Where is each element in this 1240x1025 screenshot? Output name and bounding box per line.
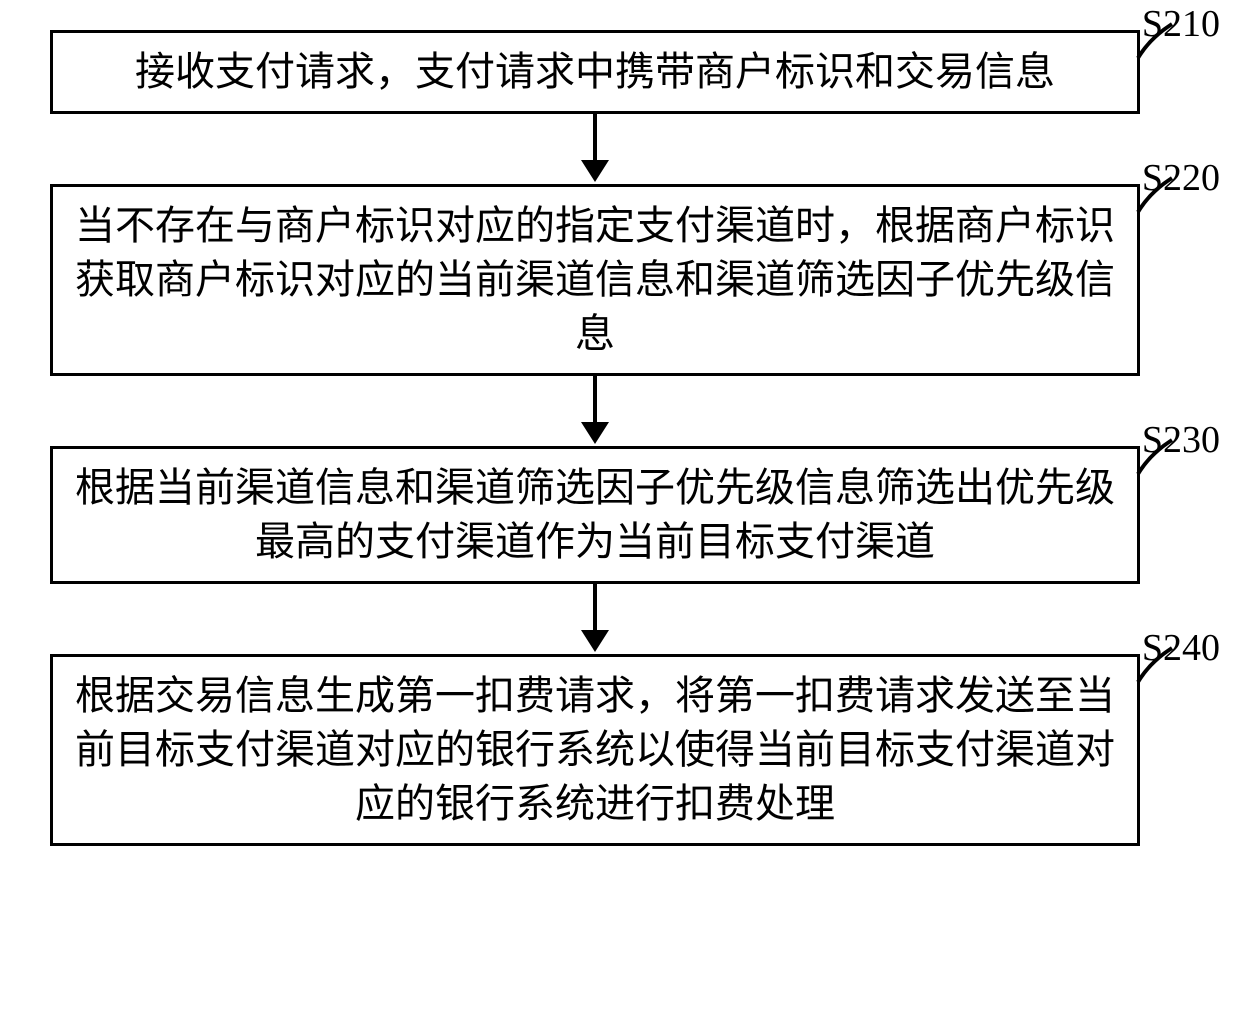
step-wrapper: S230 根据当前渠道信息和渠道筛选因子优先级信息筛选出优先级最高的支付渠道作为…	[50, 446, 1190, 584]
arrow-line	[593, 114, 597, 164]
step-wrapper: S220 当不存在与商户标识对应的指定支付渠道时，根据商户标识获取商户标识对应的…	[50, 184, 1190, 376]
arrow-head-icon	[581, 630, 609, 652]
arrow-line	[593, 376, 597, 426]
arrow-down	[50, 114, 1140, 184]
step-box-s220: 当不存在与商户标识对应的指定支付渠道时，根据商户标识获取商户标识对应的当前渠道信…	[50, 184, 1140, 376]
arrow-line	[593, 584, 597, 634]
step-label: S210	[1142, 2, 1220, 46]
step-box-s230: 根据当前渠道信息和渠道筛选因子优先级信息筛选出优先级最高的支付渠道作为当前目标支…	[50, 446, 1140, 584]
step-box-s240: 根据交易信息生成第一扣费请求，将第一扣费请求发送至当前目标支付渠道对应的银行系统…	[50, 654, 1140, 846]
arrow-head-icon	[581, 160, 609, 182]
arrow-down	[50, 376, 1140, 446]
step-wrapper: S240 根据交易信息生成第一扣费请求，将第一扣费请求发送至当前目标支付渠道对应…	[50, 654, 1190, 846]
step-label: S230	[1142, 418, 1220, 462]
flowchart-container: S210 接收支付请求，支付请求中携带商户标识和交易信息 S220 当不存在与商…	[50, 30, 1190, 846]
arrow-head-icon	[581, 422, 609, 444]
arrow-down	[50, 584, 1140, 654]
step-wrapper: S210 接收支付请求，支付请求中携带商户标识和交易信息	[50, 30, 1190, 114]
step-label: S220	[1142, 156, 1220, 200]
step-label: S240	[1142, 626, 1220, 670]
step-box-s210: 接收支付请求，支付请求中携带商户标识和交易信息	[50, 30, 1140, 114]
